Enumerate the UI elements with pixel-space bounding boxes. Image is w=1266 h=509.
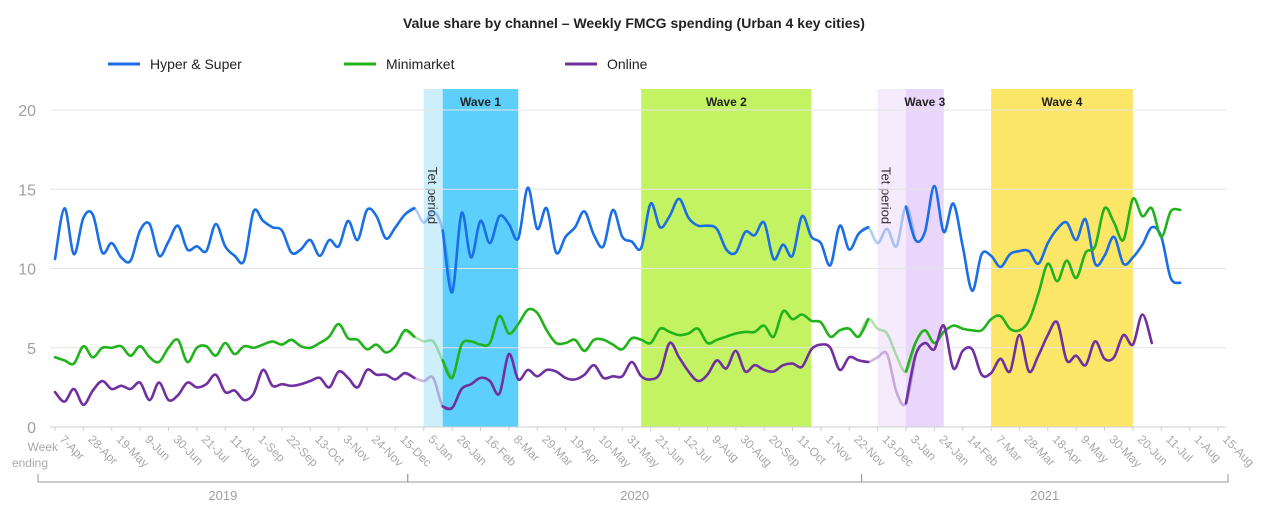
- series-line-hyper-super-segment-2: [441, 186, 870, 294]
- x-axis: 7-Apr28-Apr19-May9-Jun30-Jun21-Jul11-Aug…: [54, 427, 1257, 470]
- y-tick-label-0: 0: [27, 420, 36, 437]
- x-axis-title-week: Week: [28, 440, 59, 454]
- year-label-2020: 2020: [620, 488, 649, 503]
- band-label-wave-1: Wave 1: [460, 95, 501, 109]
- x-tick-label-10: 3-Nov: [341, 432, 374, 465]
- y-tick-label-15: 15: [18, 182, 36, 199]
- year-bracket-line-2020: [407, 474, 863, 483]
- band-tet-period-0: [423, 89, 443, 427]
- series-line-online-segment-4: [904, 313, 1154, 405]
- series-hyper-super: [53, 184, 1182, 294]
- grid-lines: [50, 109, 1226, 428]
- band-label-wave-3: Wave 3: [904, 95, 945, 109]
- year-bracket-2021: 2021: [861, 474, 1229, 503]
- x-tick-label-17: 29-Mar: [539, 432, 576, 469]
- legend-label-online: Online: [607, 56, 648, 72]
- band-wave-4-5: [991, 89, 1133, 427]
- series-line-hyper-super-segment-4: [904, 184, 1182, 293]
- series-line-online-segment-2: [441, 341, 870, 411]
- x-tick-label-41: 15-Aug: [1220, 432, 1257, 469]
- band-label-tet-3: Tet period: [879, 167, 894, 224]
- series-online: [53, 313, 1154, 411]
- x-tick-label-31: 24-Jan: [936, 432, 972, 468]
- x-tick-label-18: 19-Apr: [567, 432, 602, 467]
- year-bracket-line-2019: [37, 474, 409, 483]
- chart-title: Value share by channel – Weekly FMCG spe…: [403, 15, 865, 31]
- x-tick-label-35: 18-Apr: [1050, 432, 1085, 467]
- legend-label-hyper: Hyper & Super: [150, 56, 242, 72]
- x-tick-label-6: 11-Aug: [227, 432, 264, 469]
- year-bracket-line-2021: [861, 474, 1229, 483]
- y-tick-label-20: 20: [18, 103, 36, 120]
- x-tick-label-4: 30-Jun: [170, 432, 206, 468]
- series-line-minimarket-segment-0: [53, 322, 416, 366]
- year-bracket-2019: 2019: [37, 474, 409, 503]
- band-tet-period-3: [877, 89, 906, 427]
- series-line-minimarket-segment-2: [441, 307, 870, 380]
- x-tick-label-14: 26-Jan: [454, 432, 490, 468]
- x-tick-label-36: 9-May: [1078, 432, 1111, 465]
- series-line-online-segment-0: [53, 368, 416, 407]
- y-tick-label-5: 5: [27, 341, 36, 358]
- legend-label-minimarket: Minimarket: [386, 56, 455, 72]
- y-axis: 0 5 10 15 20: [18, 103, 36, 437]
- series-line-hyper-super-segment-0: [53, 206, 416, 265]
- band-label-wave-4: Wave 4: [1042, 95, 1083, 109]
- series-layer: [53, 184, 1182, 411]
- x-tick-label-1: 28-Apr: [85, 432, 120, 467]
- band-label-tet-0: Tet period: [425, 167, 440, 224]
- series-line-minimarket-segment-4: [904, 197, 1182, 373]
- year-label-2019: 2019: [208, 488, 237, 503]
- x-tick-label-23: 9-Aug: [709, 432, 742, 465]
- year-label-2021: 2021: [1030, 488, 1059, 503]
- year-brackets: 2019 2020 2021: [37, 474, 1229, 503]
- series-minimarket: [53, 197, 1182, 380]
- x-tick-label-40: 1-Aug: [1192, 432, 1225, 465]
- legend: Hyper & Super Minimarket Online: [108, 56, 648, 72]
- x-tick-label-0: 7-Apr: [57, 432, 88, 463]
- period-bands: Tet period Wave 1 Wave 2 Tet period Wave 3 Wa…: [423, 89, 1133, 427]
- x-tick-label-27: 1-Nov: [823, 432, 856, 465]
- band-wave-2-2: [641, 89, 812, 427]
- x-axis-title-ending: ending: [12, 456, 48, 470]
- year-bracket-2020: 2020: [407, 474, 863, 503]
- band-label-wave-2: Wave 2: [706, 95, 747, 109]
- x-tick-label-34: 28-Mar: [1021, 432, 1058, 469]
- y-tick-label-10: 10: [18, 262, 36, 279]
